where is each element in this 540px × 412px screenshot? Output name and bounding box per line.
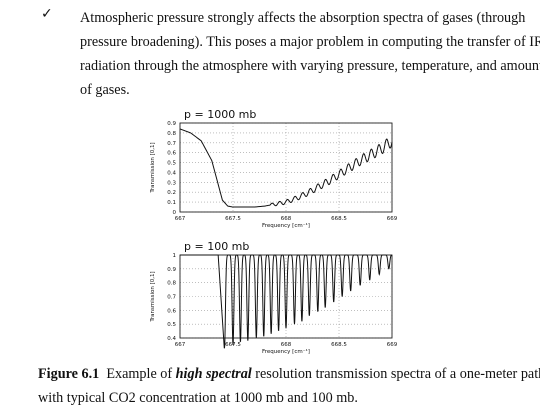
chart2-x-tick-label: 669 xyxy=(387,342,398,348)
chart1-x-tick-label: 667.5 xyxy=(225,216,241,222)
chart1-x-axis-label: Frequency [cm⁻¹] xyxy=(262,222,310,229)
chart2-y-tick-label: 0.8 xyxy=(167,281,176,287)
chart2-y-tick-label: 0.5 xyxy=(167,322,176,328)
chart2-y-tick-label: 0.7 xyxy=(167,295,176,301)
chart1-y-tick-label: 0 xyxy=(173,210,177,216)
chart2-x-tick-label: 668 xyxy=(281,342,292,348)
chart2-series-line xyxy=(180,254,393,349)
chart1-y-tick-label: 0.6 xyxy=(167,151,176,157)
chart1-y-axis-label: Transmission [0,1] xyxy=(150,142,156,193)
chart2-y-tick-label: 0.9 xyxy=(167,267,176,273)
figure-caption: Figure 6.1 Example of high spectral reso… xyxy=(38,362,540,410)
caption-emphasis: high spectral xyxy=(175,366,252,382)
paragraph-text: Atmospheric pressure strongly affects th… xyxy=(60,6,540,102)
chart1-x-tick-label: 669 xyxy=(387,216,398,222)
chart1-title: p = 1000 mb xyxy=(184,108,256,121)
chart1-y-tick-label: 0.7 xyxy=(167,141,176,147)
chart2-y-axis-label: Transmission [0,1] xyxy=(150,271,156,322)
paragraph-line: Atmospheric pressure strongly affects th… xyxy=(80,10,526,26)
chart1-y-tick-label: 0.8 xyxy=(167,131,176,137)
chart2-x-tick-label: 668.5 xyxy=(331,342,347,348)
chart1-series-line xyxy=(179,128,393,208)
caption-pre: Example of xyxy=(106,366,173,382)
chart1-x-tick-label: 668.5 xyxy=(331,216,347,222)
chart2-x-axis-label: Frequency [cm⁻¹] xyxy=(262,348,310,355)
chart1-x-tick-label: 667 xyxy=(175,216,186,222)
check-mark-icon: ✓ xyxy=(41,6,53,22)
chart2-x-tick-label: 667 xyxy=(175,342,186,348)
figure-label: Figure 6.1 xyxy=(38,366,100,382)
chart2-y-tick-label: 1 xyxy=(173,253,177,259)
chart1-y-tick-label: 0.9 xyxy=(167,121,176,127)
chart1-y-tick-label: 0.3 xyxy=(167,180,176,186)
chart1-plot-frame xyxy=(179,122,393,213)
paragraph-line: radiation through the atmosphere with va… xyxy=(80,58,540,74)
chart2-y-tick-label: 0.6 xyxy=(167,308,176,314)
chart2-plot-frame xyxy=(179,254,393,339)
chart2-y-tick-label: 0.4 xyxy=(167,336,176,342)
bullet-paragraph: ✓ Atmospheric pressure strongly affects … xyxy=(41,6,540,102)
caption-line-1: Figure 6.1 Example of high spectral reso… xyxy=(38,362,540,386)
chart2-x-tick-label: 667.5 xyxy=(225,342,241,348)
caption-post: resolution transmission spectra of a one… xyxy=(255,366,540,382)
chart1-y-tick-label: 0.4 xyxy=(167,170,176,176)
paragraph-line: pressure broadening). This poses a major… xyxy=(80,34,540,50)
caption-line-2: with typical CO2 concentration at 1000 m… xyxy=(38,390,358,406)
chart1-y-tick-label: 0.2 xyxy=(167,190,176,196)
chart1-x-tick-label: 668 xyxy=(281,216,292,222)
chart1-y-tick-label: 0.1 xyxy=(167,200,176,206)
chart1-y-tick-label: 0.5 xyxy=(167,161,176,167)
chart2-title: p = 100 mb xyxy=(184,240,249,253)
paragraph-line: of gases. xyxy=(80,82,130,98)
